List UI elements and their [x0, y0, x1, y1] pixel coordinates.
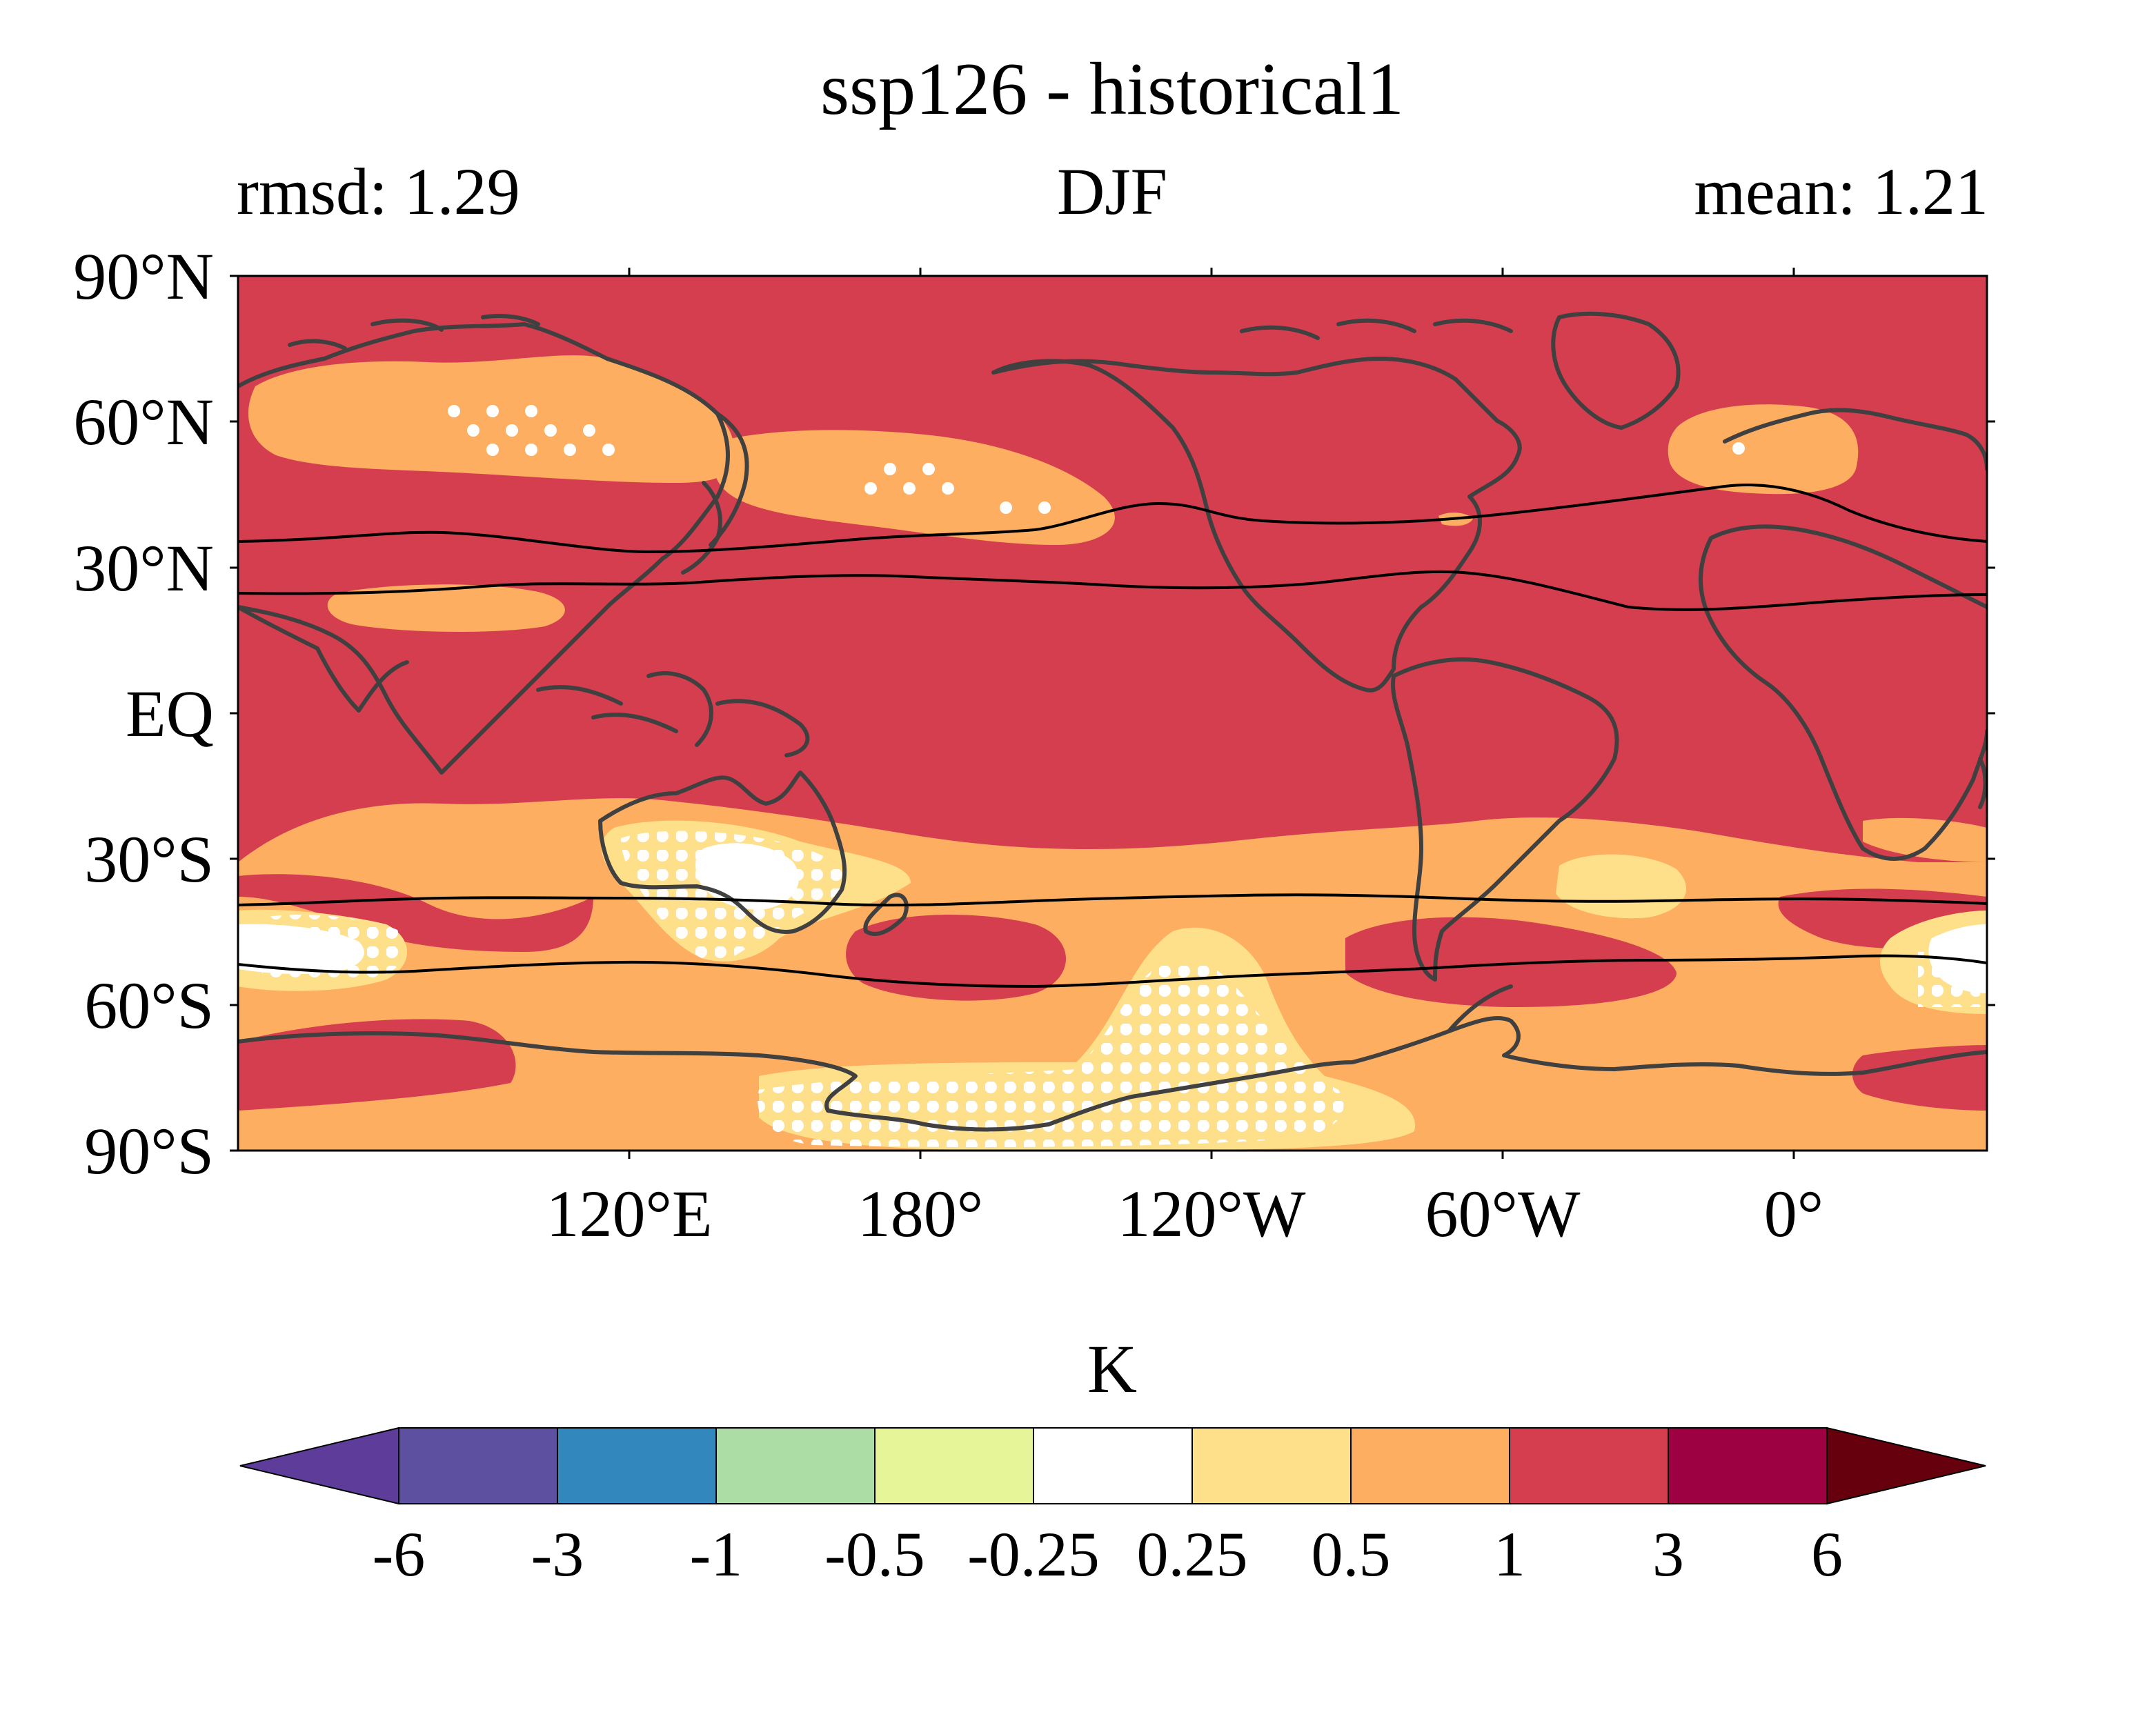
- coast-antarctic-peninsula: [1447, 984, 1513, 1033]
- lat-label: EQ: [126, 677, 214, 750]
- colorbar-tick-label: 6: [1811, 1519, 1843, 1589]
- rmsd-label: rmsd: 1.29: [237, 155, 520, 228]
- map-ticks: [230, 268, 1995, 1159]
- coast-asia: [238, 322, 730, 775]
- coastlines: [238, 311, 1987, 1132]
- colorbar-tick-label: 0.25: [1137, 1519, 1248, 1589]
- coast-south-america: [1391, 657, 1619, 982]
- stipple-dots: [448, 405, 1745, 514]
- contour-sh-lower: [238, 954, 1987, 988]
- lon-label: 60°W: [1425, 1177, 1581, 1251]
- colorbar-extend-low: [239, 1426, 399, 1505]
- colorbar-segment: [398, 1427, 558, 1504]
- jet-contours: [238, 484, 1987, 988]
- field-1-to-3-patch-southwest: [238, 874, 593, 952]
- colorbar-segment: [1033, 1427, 1193, 1504]
- colorbar-extend-high: [1826, 1426, 1986, 1505]
- season-label: DJF: [1057, 155, 1167, 228]
- coast-india: [238, 605, 409, 713]
- field-1-to-3-patch-drake: [1345, 917, 1677, 1007]
- coast-kamchatka: [709, 412, 749, 547]
- coast-madagascar: [1978, 757, 1987, 809]
- contour-nh-upper: [238, 484, 1987, 554]
- lat-label: 60°N: [73, 385, 214, 459]
- colorbar-tick-label: 3: [1652, 1519, 1684, 1589]
- colorbar-tick-label: 1: [1494, 1519, 1525, 1589]
- coast-canadian-archipelago: [1240, 318, 1513, 340]
- colorbar-tick-label: -1: [690, 1519, 743, 1589]
- coast-indonesia: [536, 671, 810, 757]
- coast-antarctica: [238, 1015, 1987, 1132]
- colorbar-segment: [715, 1427, 876, 1504]
- colorbar-tick-label: -3: [531, 1519, 584, 1589]
- coast-arctic-islands: [288, 314, 540, 350]
- contour-sh-upper: [238, 893, 1987, 907]
- colorbar-segment: [557, 1427, 717, 1504]
- lat-label: 90°N: [73, 239, 214, 313]
- field-05-to-1-east-asia: [327, 584, 565, 632]
- colorbar-tick-label: -0.5: [824, 1519, 925, 1589]
- contour-nh-lower: [238, 570, 1987, 611]
- field-1-to-3-antarctic-east: [1852, 1045, 1987, 1111]
- coast-greenland: [1551, 311, 1681, 430]
- field-05-to-1-south-atlantic-east: [1863, 817, 1987, 862]
- field-05-to-1-north-atlantic: [1668, 404, 1859, 495]
- colorbar-segment: [1509, 1427, 1669, 1504]
- lon-label: 120°E: [546, 1177, 712, 1251]
- colorbar-segment: [1350, 1427, 1510, 1504]
- lat-label: 30°S: [84, 822, 214, 896]
- field-1-to-3-antarctic-west: [238, 1019, 516, 1111]
- coast-africa: [1699, 524, 1987, 861]
- mean-label: mean: 1.21: [1694, 155, 1988, 228]
- lat-label: 60°S: [84, 968, 214, 1042]
- lat-label: 90°S: [84, 1114, 214, 1188]
- lon-label: 120°W: [1118, 1177, 1306, 1251]
- lat-label: 30°N: [73, 531, 214, 605]
- colorbar-segment: [1668, 1427, 1828, 1504]
- colorbar-tick-labels: -6 -3 -1 -0.5 -0.25 0.25 0.5 1 3 6: [373, 1519, 1843, 1589]
- figure-title: ssp126 - historical1: [820, 48, 1404, 130]
- field-1-to-3-patch-tasman: [846, 915, 1066, 1001]
- colorbar-tick-label: 0.5: [1312, 1519, 1391, 1589]
- colorbar: [239, 1426, 1986, 1505]
- colorbar-tick-label: -0.25: [967, 1519, 1100, 1589]
- colorbar-unit-label: K: [1087, 1331, 1137, 1407]
- colorbar-segment: [1191, 1427, 1352, 1504]
- lon-label: 0°: [1764, 1177, 1823, 1251]
- lat-labels: 90°N 60°N 30°N EQ 30°S 60°S 90°S: [73, 239, 214, 1188]
- coast-japan: [681, 481, 722, 575]
- map-panel: [238, 276, 1987, 1151]
- coast-europe: [1723, 408, 1987, 471]
- lon-label: 180°: [858, 1177, 983, 1251]
- colorbar-tick-label: -6: [373, 1519, 426, 1589]
- coast-new-zealand: [863, 893, 909, 936]
- lon-labels: 120°E 180° 120°W 60°W 0°: [546, 1177, 1823, 1251]
- coast-north-america: [991, 357, 1522, 693]
- colorbar-segment: [874, 1427, 1034, 1504]
- coast-australia: [598, 771, 847, 934]
